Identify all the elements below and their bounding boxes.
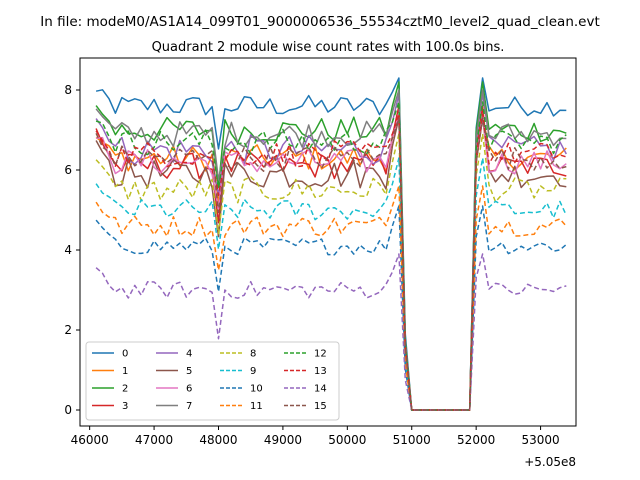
legend-label-8: 8 xyxy=(250,349,256,360)
y-axis: 0 2 4 6 8 xyxy=(64,83,80,417)
x-tick-label: 46000 xyxy=(71,433,109,447)
y-tick-label: 4 xyxy=(64,243,72,257)
y-tick-label: 2 xyxy=(64,323,72,337)
x-axis-offset-label: +5.05e8 xyxy=(524,455,576,469)
x-tick-label: 51000 xyxy=(393,433,431,447)
series-line-11 xyxy=(95,185,567,411)
figure-suptitle: In file: modeM0/AS1A14_099T01_9000006536… xyxy=(40,14,600,30)
series-line-8 xyxy=(95,133,567,411)
legend-label-9: 9 xyxy=(250,366,256,377)
legend-label-10: 10 xyxy=(250,384,263,395)
legend-label-5: 5 xyxy=(186,366,192,377)
legend-label-2: 2 xyxy=(122,384,128,395)
legend-label-13: 13 xyxy=(314,366,327,377)
legend-label-1: 1 xyxy=(122,366,128,377)
series-line-13 xyxy=(95,113,567,411)
x-tick-label: 52000 xyxy=(457,433,495,447)
legend-box xyxy=(85,341,340,421)
legend-label-6: 6 xyxy=(186,384,192,395)
chart-title: Quadrant 2 module wise count rates with … xyxy=(152,40,505,55)
series-line-14 xyxy=(95,253,567,411)
series-line-0 xyxy=(95,77,567,411)
axes-frame xyxy=(79,57,577,427)
legend-label-15: 15 xyxy=(314,401,327,412)
legend-label-12: 12 xyxy=(314,349,327,360)
x-tick-label: 49000 xyxy=(264,433,302,447)
x-tick-label: 48000 xyxy=(199,433,237,447)
legend-label-0: 0 xyxy=(122,349,128,360)
series-line-6 xyxy=(96,113,567,411)
series-line-7 xyxy=(95,89,567,411)
y-tick-label: 0 xyxy=(64,403,72,417)
series-line-9 xyxy=(95,157,567,411)
legend-label-3: 3 xyxy=(122,401,128,412)
series-line-2 xyxy=(95,81,567,411)
legend-label-4: 4 xyxy=(186,349,192,360)
y-tick-label: 6 xyxy=(64,163,72,177)
legend-label-7: 7 xyxy=(186,401,192,412)
y-tick-label: 8 xyxy=(64,83,72,97)
x-tick-label: 53000 xyxy=(521,433,559,447)
series-line-15 xyxy=(95,117,567,411)
x-tick-label: 47000 xyxy=(135,433,173,447)
x-axis: 46000 47000 48000 49000 50000 51000 52000 53000 xyxy=(71,426,560,447)
legend-label-11: 11 xyxy=(250,401,263,412)
plot-area xyxy=(95,77,567,411)
x-tick-label: 50000 xyxy=(328,433,366,447)
legend-label-14: 14 xyxy=(314,384,327,395)
